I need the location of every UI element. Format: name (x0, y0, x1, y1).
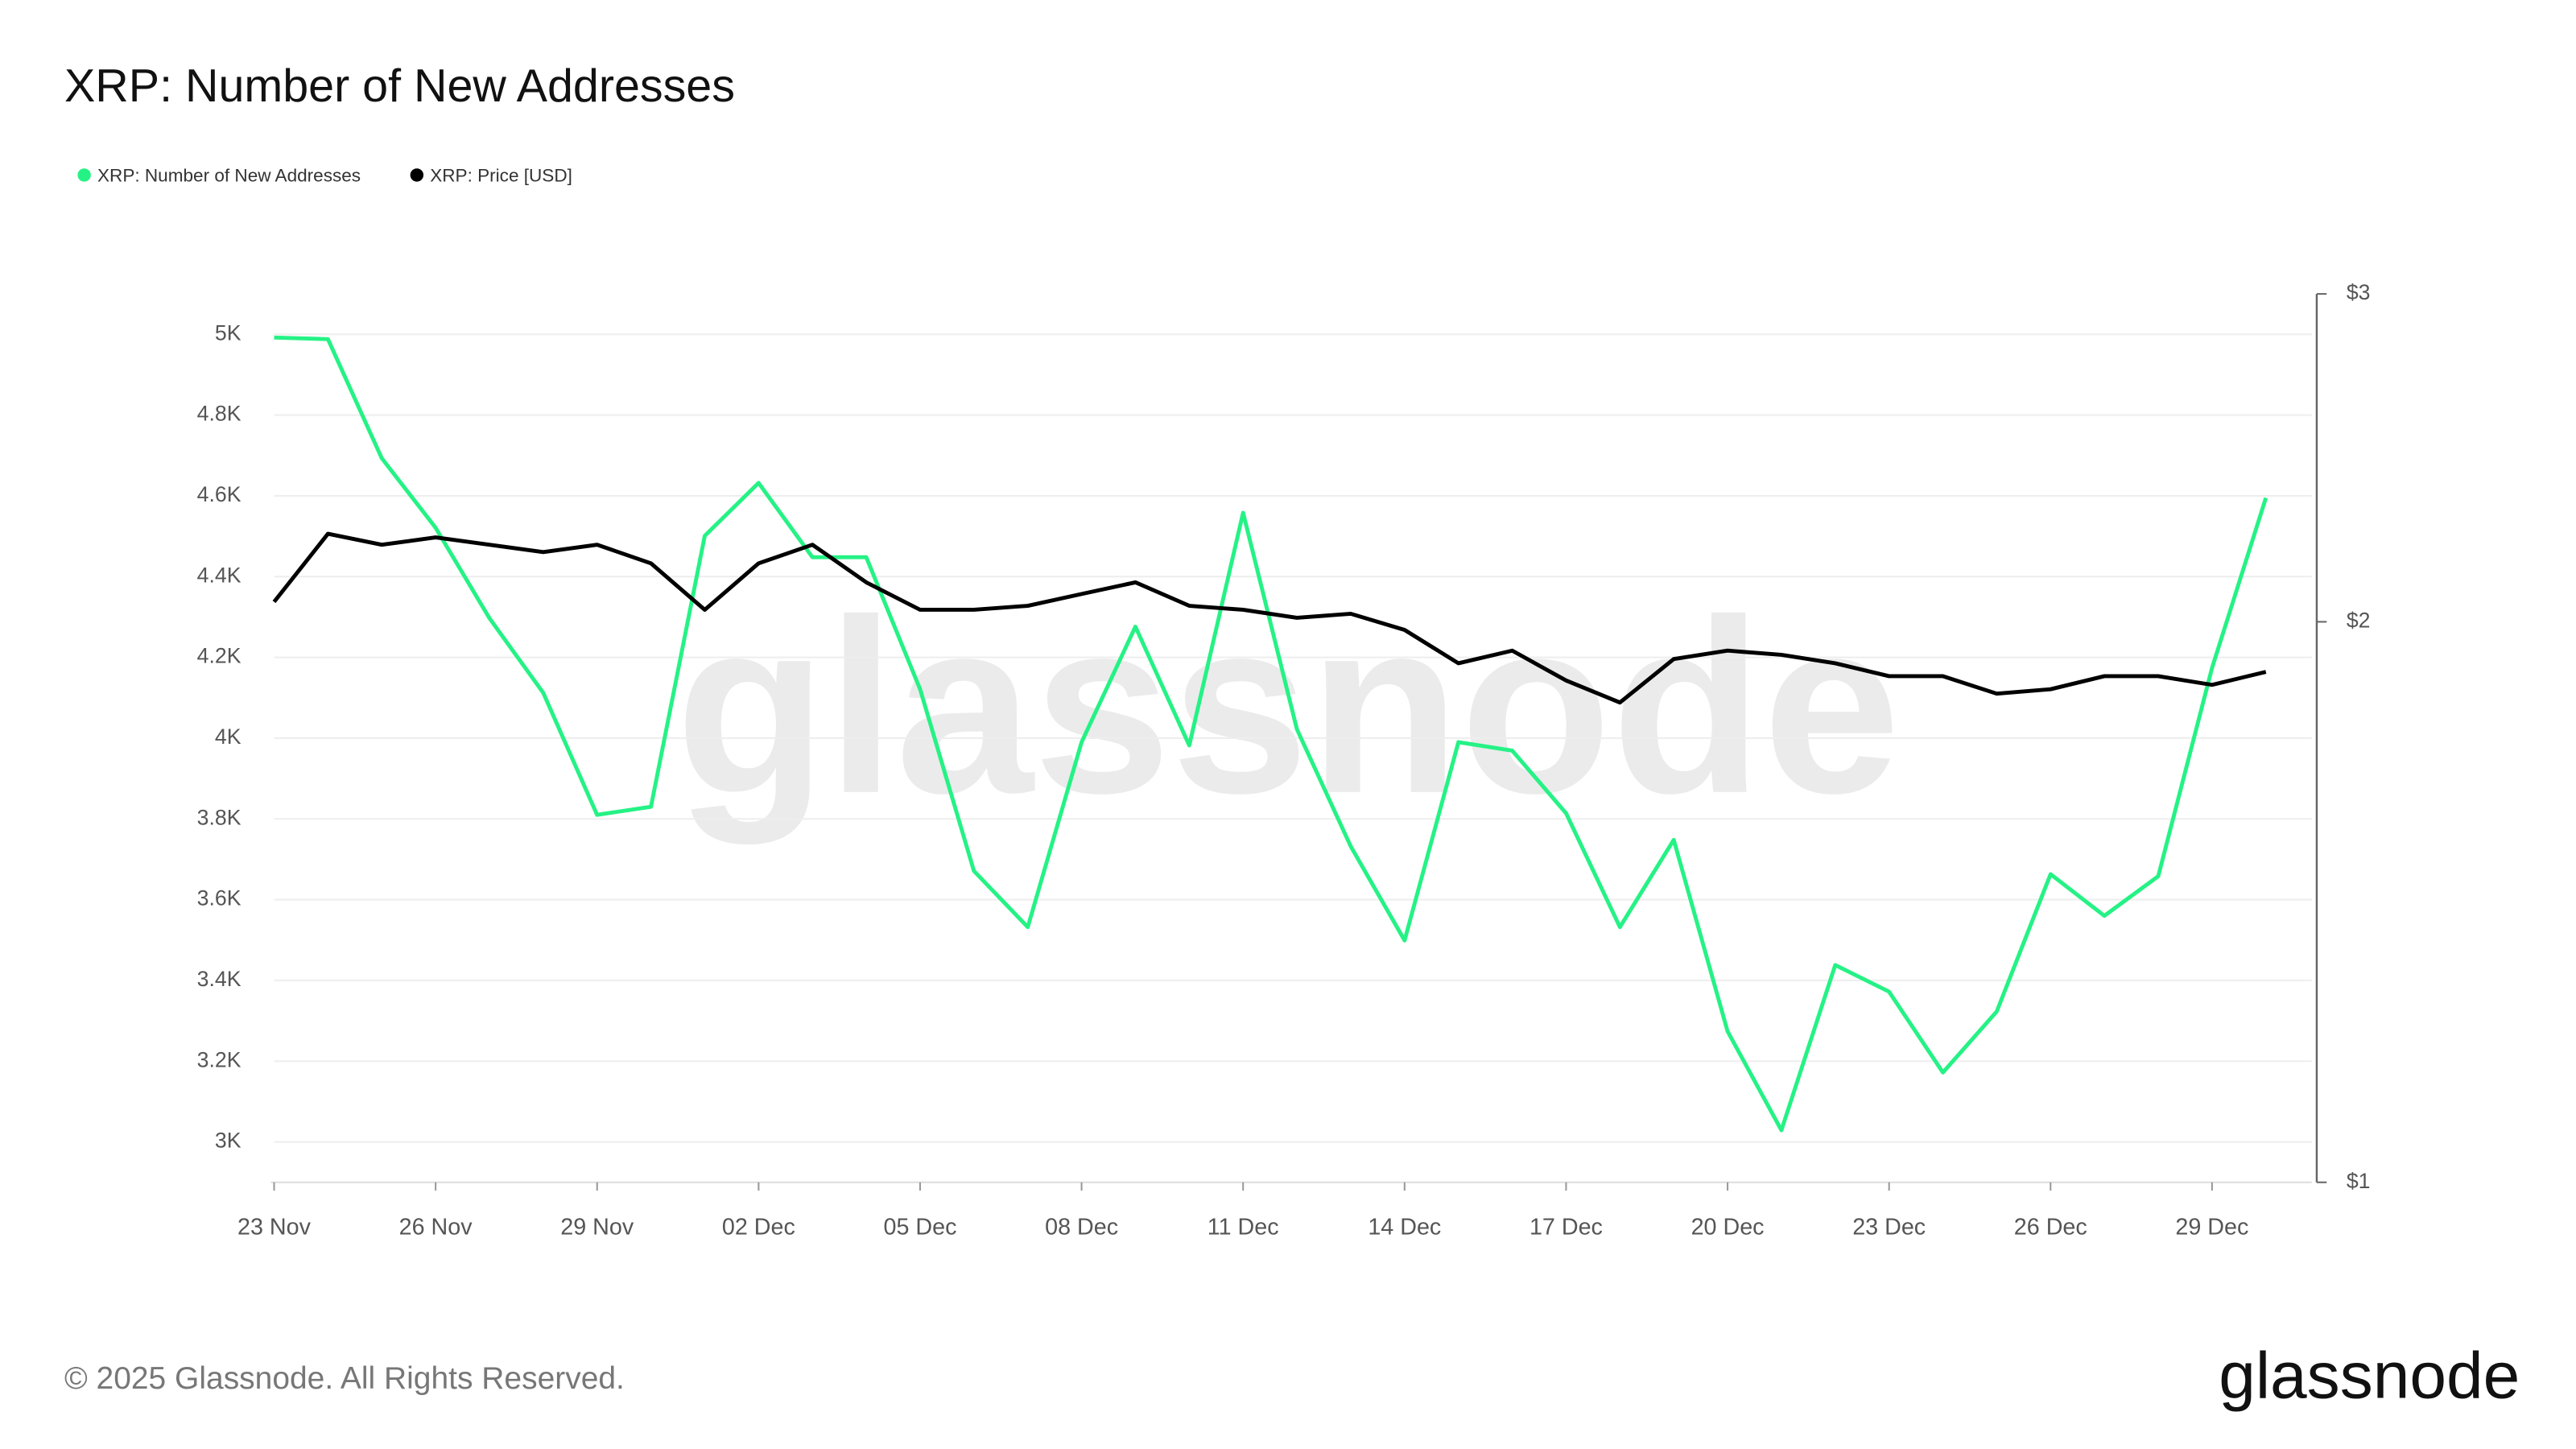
y-tick-label: 4.6K (197, 482, 242, 506)
series-line (274, 335, 2268, 1133)
x-tick-label: 23 Nov (237, 1215, 312, 1241)
y2-tick-label: $3 (2347, 280, 2371, 304)
y-tick-label: 3.6K (197, 886, 242, 910)
x-tick-label: 08 Dec (1045, 1215, 1118, 1241)
x-tick-label: 26 Dec (2014, 1215, 2087, 1241)
chart-title: XRP: Number of New Addresses (64, 60, 735, 112)
y-tick-label: 4.4K (197, 563, 242, 587)
y-tick-label: 3K (215, 1129, 242, 1153)
series-line (272, 531, 2267, 705)
x-tick-label: 11 Dec (1208, 1215, 1279, 1241)
x-tick-label: 26 Nov (399, 1215, 473, 1241)
y-tick-label: 3.2K (197, 1047, 242, 1071)
x-tick-label: 02 Dec (722, 1215, 795, 1241)
watermark: glassnode (675, 568, 1901, 846)
x-tick-label: 29 Dec (2175, 1215, 2248, 1241)
y-tick-label: 4.8K (197, 402, 242, 426)
legend-label: XRP: Number of New Addresses (97, 165, 361, 185)
legend-label: XRP: Price [USD] (430, 165, 572, 185)
y-tick-label: 3.4K (197, 967, 242, 991)
y-tick-label: 4K (215, 724, 242, 749)
y2-tick-label: $2 (2347, 608, 2371, 632)
footer: © 2025 Glassnode. All Rights Reserved. (64, 1361, 625, 1396)
y-tick-label: 3.8K (197, 805, 242, 829)
legend-marker (410, 168, 424, 182)
x-tick-label: 17 Dec (1530, 1215, 1603, 1241)
x-tick-label: 20 Dec (1691, 1215, 1765, 1241)
x-tick-label: 05 Dec (883, 1215, 956, 1241)
y-tick-label: 5K (215, 320, 242, 345)
x-tick-label: 14 Dec (1368, 1215, 1441, 1241)
x-tick-label: 23 Dec (1852, 1215, 1926, 1241)
legend-marker (77, 168, 91, 182)
x-tick-label: 29 Nov (560, 1215, 634, 1241)
logo: glassnode (2219, 1340, 2520, 1413)
y2-tick-label: $1 (2347, 1169, 2371, 1193)
y-tick-label: 4.2K (197, 644, 242, 668)
